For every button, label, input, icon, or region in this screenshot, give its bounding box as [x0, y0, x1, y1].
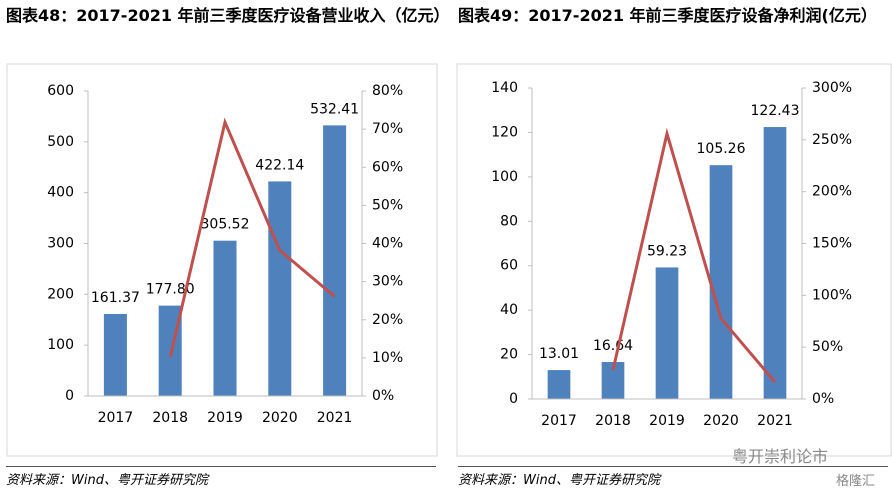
y2-tick-label: 70%: [372, 121, 403, 137]
y-tick-label: 0: [509, 391, 518, 407]
y-tick-label: 600: [47, 83, 74, 99]
chart-frame: [456, 63, 892, 457]
data-label: 422.14: [255, 157, 304, 173]
watermark-badge: 格隆汇: [836, 474, 876, 489]
x-tick-label: 2018: [152, 410, 188, 426]
x-tick-label: 2021: [757, 413, 793, 429]
y-tick-label: 80: [500, 213, 518, 229]
y2-tick-label: 30%: [372, 274, 403, 290]
bar: [103, 313, 127, 396]
data-label: 305.52: [201, 217, 250, 233]
y2-tick-label: 0%: [372, 388, 394, 404]
data-label: 16.64: [593, 338, 633, 354]
y-tick-label: 20: [500, 347, 518, 363]
y2-tick-label: 50%: [372, 197, 403, 213]
y2-tick-label: 0%: [812, 391, 834, 407]
bar: [323, 125, 347, 397]
y-tick-label: 100: [47, 337, 74, 353]
chart-frame: [6, 63, 438, 457]
source-note: 资料来源：Wind、粤开证券研究院: [6, 466, 436, 488]
data-label: 105.26: [697, 141, 746, 157]
y-tick-label: 200: [47, 286, 74, 302]
bar: [655, 267, 679, 399]
data-label: 161.37: [91, 290, 140, 306]
x-tick-label: 2018: [595, 413, 631, 429]
y-tick-label: 40: [500, 302, 518, 318]
y2-tick-label: 20%: [372, 312, 403, 328]
y2-tick-label: 10%: [372, 350, 403, 366]
y2-tick-label: 100%: [812, 287, 852, 303]
y-tick-label: 500: [47, 134, 74, 150]
data-label: 122.43: [751, 103, 800, 119]
y-tick-label: 140: [491, 80, 518, 96]
bar: [763, 127, 787, 399]
y-tick-label: 0: [65, 388, 74, 404]
y2-tick-label: 300%: [812, 80, 852, 96]
y2-tick-label: 50%: [812, 339, 843, 355]
y-tick-label: 400: [47, 185, 74, 201]
y2-tick-label: 60%: [372, 159, 403, 175]
bar: [268, 181, 292, 396]
bar: [213, 240, 237, 396]
y2-tick-label: 80%: [372, 83, 403, 99]
x-tick-label: 2020: [262, 410, 298, 426]
x-tick-label: 2021: [317, 410, 353, 426]
data-label: 13.01: [539, 346, 579, 362]
y2-tick-label: 250%: [812, 132, 852, 148]
bar: [709, 165, 733, 399]
x-tick-label: 2020: [703, 413, 739, 429]
chart-title: 图表48：2017-2021 年前三季度医疗设备营业收入（亿元）: [6, 6, 450, 25]
data-label: 177.80: [146, 282, 195, 298]
x-tick-label: 2019: [649, 413, 685, 429]
y-tick-label: 300: [47, 236, 74, 252]
y2-tick-label: 40%: [372, 236, 403, 252]
line: [168, 117, 336, 358]
y-tick-label: 60: [500, 258, 518, 274]
chart-title: 图表49：2017-2021 年前三季度医疗设备净利润(亿元）: [458, 6, 877, 25]
x-tick-label: 2017: [541, 413, 577, 429]
bar: [601, 362, 625, 399]
x-tick-label: 2017: [98, 410, 134, 426]
y-tick-label: 120: [491, 124, 518, 140]
data-label: 532.41: [310, 101, 359, 117]
y2-tick-label: 200%: [812, 184, 852, 200]
watermark: 粤开崇利论市: [732, 447, 829, 466]
source-note: 资料来源：Wind、粤开证券研究院: [458, 466, 888, 488]
line: [611, 127, 777, 384]
y2-tick-label: 150%: [812, 236, 852, 252]
data-label: 59.23: [647, 243, 687, 259]
x-tick-label: 2019: [207, 410, 243, 426]
y-tick-label: 100: [491, 169, 518, 185]
bar: [547, 370, 571, 399]
